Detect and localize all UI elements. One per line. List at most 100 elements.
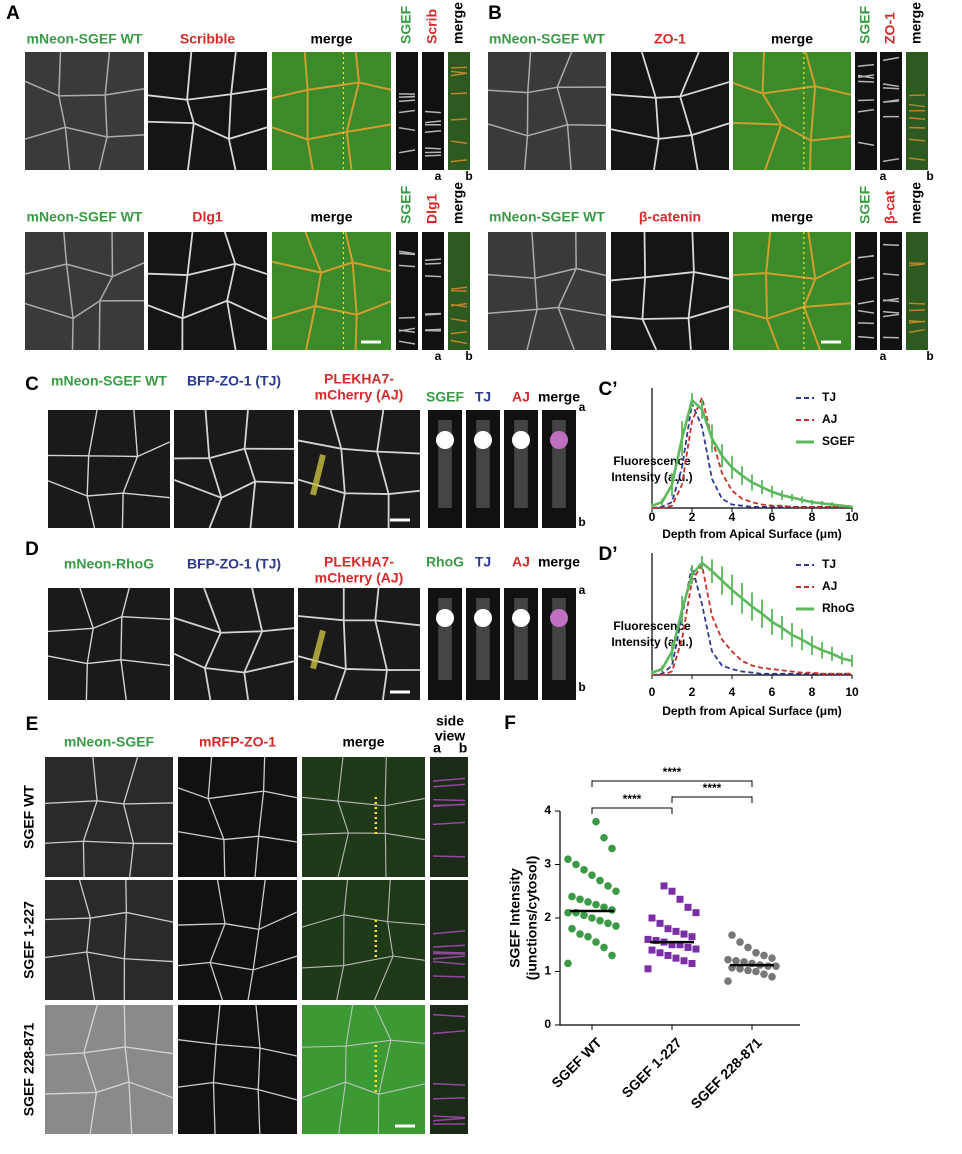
side-view <box>396 232 418 350</box>
data-point <box>688 933 696 941</box>
side-streak <box>432 930 466 978</box>
label: Scribble <box>180 31 235 47</box>
label: Fluorescence <box>613 454 691 468</box>
data-point <box>588 914 596 922</box>
cell-junction <box>47 409 171 529</box>
data-point <box>724 977 732 985</box>
side-streak <box>398 250 416 345</box>
cell-junction <box>44 756 174 878</box>
micrograph <box>147 231 268 351</box>
data-point <box>680 957 688 965</box>
label: mNeon-SGEF <box>64 734 155 750</box>
micrograph <box>732 51 852 171</box>
label: Fluorescence <box>613 619 691 633</box>
label: SGEF <box>426 389 465 405</box>
zoom-tile <box>466 588 500 700</box>
side-streak <box>857 63 875 146</box>
image-background <box>178 1005 297 1134</box>
label: mRFP-ZO-1 <box>199 734 276 750</box>
significance-bracket <box>591 780 753 787</box>
cell-junction <box>177 879 298 1001</box>
signal-spot <box>550 431 568 449</box>
label: side <box>436 713 464 729</box>
data-point <box>680 930 688 938</box>
cell-junction <box>301 756 426 878</box>
data-point <box>612 922 620 930</box>
image-background <box>148 52 267 170</box>
cell-junction <box>271 231 392 351</box>
image-background <box>45 880 173 1000</box>
data-point <box>592 900 600 909</box>
micrograph <box>271 51 392 171</box>
image-background <box>302 757 425 877</box>
data-point <box>596 916 604 925</box>
y-label: (junctions/cytosol) <box>524 856 540 980</box>
label: merge <box>310 31 352 47</box>
side-streak <box>432 777 466 858</box>
side-view <box>430 757 468 877</box>
data-point <box>604 919 612 928</box>
micrograph <box>610 231 730 351</box>
image-background <box>396 232 418 350</box>
image-background <box>45 757 173 877</box>
side-streak <box>450 66 468 163</box>
row-label: SGEF 1-227 <box>21 901 37 979</box>
side-label: β-cat <box>882 190 898 224</box>
label: 1 <box>544 964 551 978</box>
data-point <box>652 936 660 944</box>
data-point <box>684 903 692 911</box>
label: BFP-ZO-1 (TJ) <box>187 556 281 572</box>
data-point <box>612 887 620 896</box>
micrograph <box>173 587 295 701</box>
side-view <box>855 52 877 170</box>
data-point <box>568 924 576 933</box>
label: 6 <box>769 685 776 699</box>
image-background <box>422 232 444 350</box>
side-streak <box>908 94 926 161</box>
micrograph <box>177 879 298 1001</box>
label: 3 <box>544 857 551 871</box>
data-point <box>692 909 700 917</box>
signal-spot <box>436 431 454 449</box>
label: 2 <box>544 910 551 924</box>
micrograph <box>177 1004 298 1135</box>
micrograph <box>47 409 171 529</box>
micrograph <box>301 879 426 1001</box>
label: mNeon-SGEF WT <box>489 209 605 225</box>
data-point <box>676 941 684 949</box>
image-background <box>733 232 851 350</box>
micrograph <box>487 231 607 351</box>
label: BFP-ZO-1 (TJ) <box>187 373 281 389</box>
data-point <box>656 949 664 957</box>
data-point <box>668 887 676 895</box>
data-point <box>728 931 736 939</box>
label: merge <box>538 554 580 570</box>
label: C <box>25 374 39 395</box>
signal-spot <box>550 609 568 627</box>
label: mCherry (AJ) <box>315 387 404 403</box>
data-point <box>592 817 600 826</box>
zoom-tile <box>428 588 462 700</box>
label: E <box>26 714 39 735</box>
data-point <box>752 948 760 957</box>
label: view <box>435 728 465 744</box>
label: 10 <box>845 685 859 699</box>
label: a <box>435 169 442 183</box>
side-streak <box>432 1013 466 1125</box>
cell-junction <box>44 1004 174 1135</box>
cell-junction <box>177 1004 298 1135</box>
image-background <box>178 757 297 877</box>
label: b <box>459 740 468 756</box>
label: ZO-1 <box>654 31 686 47</box>
image-background <box>855 232 877 350</box>
image-background <box>174 410 294 528</box>
signal-spot <box>512 431 530 449</box>
image-background <box>880 232 902 350</box>
label: merge <box>538 389 580 405</box>
label: C’ <box>599 379 618 400</box>
label: b <box>578 680 585 694</box>
data-point <box>608 951 616 960</box>
cell-junction <box>44 879 174 1001</box>
side-label: Dlg1 <box>424 193 440 224</box>
micrograph <box>24 231 145 351</box>
